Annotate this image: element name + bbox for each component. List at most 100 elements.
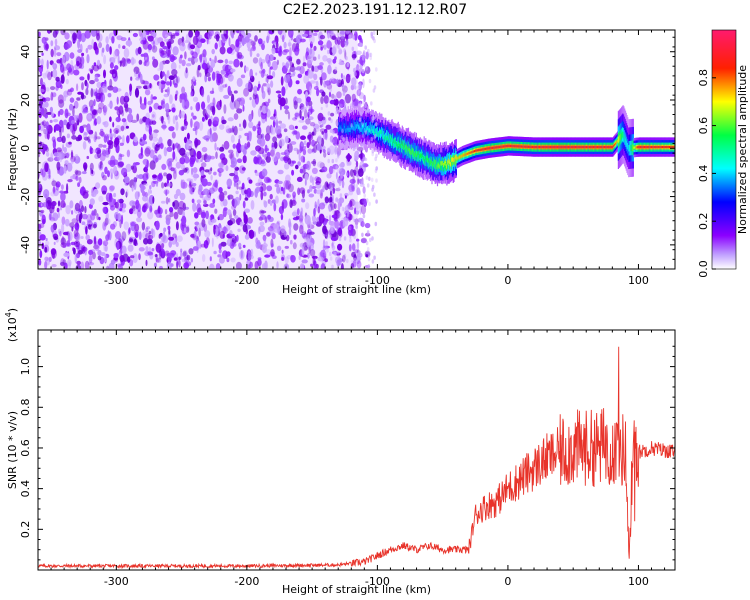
noise-speckle — [90, 69, 94, 74]
noise-speckle — [167, 182, 172, 187]
ridge-strip — [426, 155, 428, 160]
noise-speckle — [44, 261, 48, 269]
ridge-strip — [631, 144, 634, 152]
noise-speckle — [306, 142, 310, 149]
noise-speckle — [320, 249, 327, 259]
noise-speckle — [254, 157, 260, 165]
ridge-strip — [450, 155, 452, 165]
ridge-strip — [574, 146, 576, 149]
noise-speckle — [129, 208, 134, 215]
noise-speckle — [59, 230, 62, 237]
noise-speckle — [364, 232, 371, 237]
noise-speckle — [328, 60, 331, 65]
ridge-strip — [446, 164, 448, 169]
noise-speckle — [290, 255, 294, 261]
noise-speckle — [117, 206, 121, 210]
noise-speckle — [374, 133, 377, 139]
noise-speckle — [176, 235, 183, 242]
ridge-strip — [440, 161, 442, 166]
ridge-strip — [637, 146, 639, 149]
noise-speckle — [99, 164, 102, 169]
ridge-strip — [567, 146, 569, 149]
noise-speckle — [165, 81, 171, 86]
noise-speckle — [50, 152, 54, 162]
ridge-strip — [418, 151, 420, 162]
ridge-strip — [404, 148, 406, 153]
noise-speckle — [169, 79, 172, 87]
noise-speckle — [180, 125, 185, 131]
noise-speckle — [317, 54, 321, 60]
noise-speckle — [234, 196, 240, 206]
ridge-strip — [496, 146, 498, 149]
noise-speckle — [265, 125, 271, 135]
noise-speckle — [159, 214, 163, 219]
noise-speckle — [104, 222, 107, 227]
noise-speckle — [283, 231, 288, 238]
noise-speckle — [295, 97, 300, 102]
noise-speckle — [329, 251, 332, 257]
noise-speckle — [290, 239, 293, 245]
noise-speckle — [286, 193, 291, 199]
noise-speckle — [366, 183, 370, 188]
noise-speckle — [71, 210, 74, 215]
ridge-strip — [483, 148, 485, 151]
noise-speckle — [167, 49, 172, 58]
noise-speckle — [197, 64, 201, 71]
noise-speckle — [292, 71, 296, 75]
noise-speckle — [280, 76, 284, 86]
noise-speckle — [347, 153, 351, 163]
noise-speckle — [255, 72, 258, 76]
noise-speckle — [197, 207, 203, 215]
noise-speckle — [45, 240, 50, 246]
noise-speckle — [103, 241, 107, 252]
noise-speckle — [52, 30, 58, 38]
noise-speckle — [186, 178, 192, 182]
ridge-strip — [505, 145, 507, 148]
ridge-strip — [411, 150, 413, 156]
ridge-strip — [465, 153, 468, 156]
noise-speckle — [299, 109, 302, 119]
noise-speckle — [113, 192, 117, 198]
noise-speckle — [191, 167, 194, 175]
noise-speckle — [233, 90, 238, 94]
noise-speckle — [319, 34, 326, 40]
noise-speckle — [294, 125, 298, 129]
noise-speckle — [286, 255, 292, 260]
noise-speckle — [163, 38, 170, 43]
noise-speckle — [82, 213, 88, 220]
noise-speckle — [284, 256, 289, 264]
ridge-strip — [477, 149, 479, 152]
ridge-strip — [545, 146, 547, 149]
noise-speckle — [39, 141, 43, 147]
ridge-strip — [606, 146, 609, 149]
noise-speckle — [246, 135, 250, 141]
noise-speckle — [113, 132, 117, 138]
noise-speckle — [50, 191, 56, 197]
noise-speckle — [45, 146, 50, 153]
noise-speckle — [332, 187, 336, 194]
noise-speckle — [336, 154, 340, 159]
noise-speckle — [85, 47, 89, 54]
noise-speckle — [103, 106, 107, 116]
noise-speckle — [77, 250, 83, 255]
ridge-strip — [613, 144, 616, 147]
noise-speckle — [218, 39, 222, 48]
noise-speckle — [219, 46, 226, 55]
noise-speckle — [315, 141, 317, 144]
noise-speckle — [322, 185, 325, 193]
noise-speckle — [230, 68, 236, 73]
noise-speckle — [183, 136, 188, 144]
ridge-strip — [417, 151, 419, 156]
ridge-strip — [605, 146, 607, 149]
ridge-strip — [354, 121, 356, 127]
noise-speckle — [154, 146, 158, 154]
noise-speckle — [141, 180, 148, 185]
noise-speckle — [198, 184, 203, 193]
ridge-strip — [620, 133, 622, 141]
noise-speckle — [370, 101, 373, 106]
noise-speckle — [297, 88, 303, 95]
noise-speckle — [188, 30, 194, 38]
noise-speckle — [348, 34, 351, 39]
noise-speckle — [201, 218, 206, 228]
noise-speckle — [69, 103, 74, 111]
